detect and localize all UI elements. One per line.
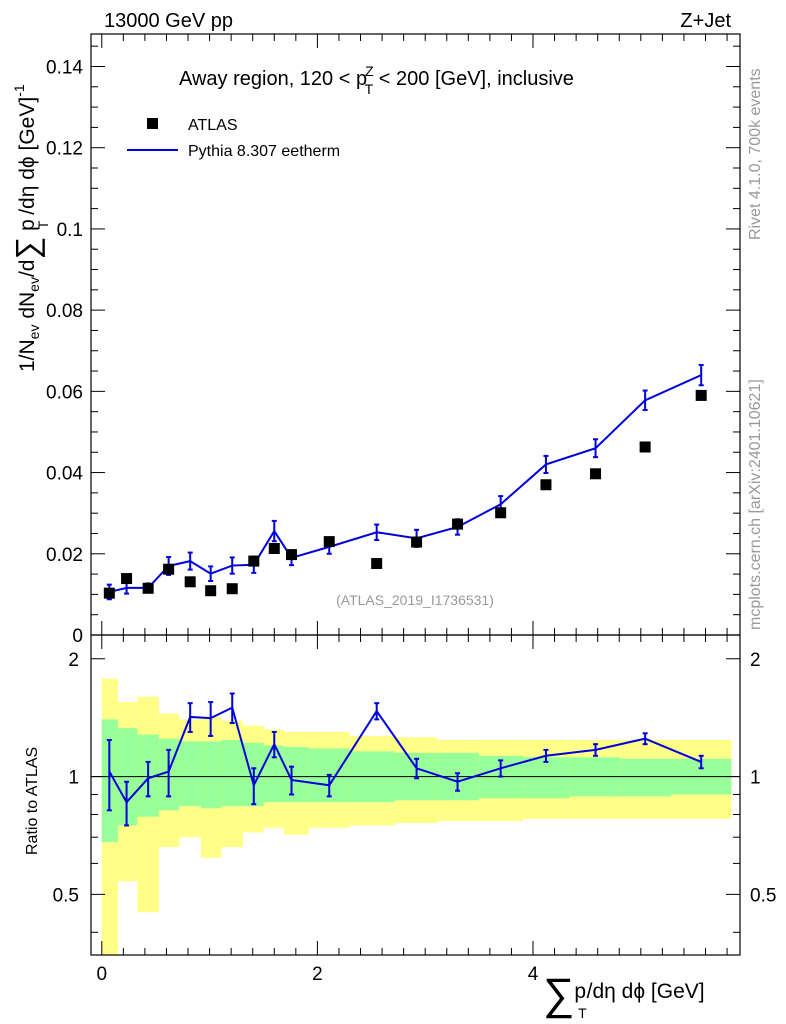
ratio-tick-label-right: 0.5 [750,885,776,906]
tick-labels: 0 2 4 0 0.02 0.04 0.06 0.08 0.1 0.12 0.14 0.5 0.5 1 1 2… [46,57,776,985]
data-point [590,468,602,480]
chart-title: Away region, 120 < pZ T < 200 [GeV], incl… [179,63,574,97]
data-point [540,479,552,491]
x-axis-label: ∑p T/dη dϕ [GeV] [543,970,705,1021]
y-tick-label: 0.14 [46,57,83,78]
data-point [163,563,175,575]
data-point [452,518,464,530]
mcplots-label: mcplots.cern.ch [arXiv:2401.10621] [747,379,764,630]
data-point [695,389,707,401]
data-point [121,573,133,585]
y-tick-label: 0.02 [46,545,83,566]
data-point [639,441,651,453]
y-tick-label: 0.12 [46,139,83,160]
data-point [142,582,154,594]
ratio-y-label: Ratio to ATLAS [24,747,41,855]
data-markers [103,389,707,599]
ratio-frame [90,634,741,956]
ratio-tick-label-left: 2 [68,650,79,671]
data-point [286,549,298,561]
data-point [268,543,280,555]
data-point [411,536,423,548]
band-inner-bin [283,747,309,803]
y-tick-label: 0 [72,626,83,647]
data-point [184,576,196,588]
band-inner-bin [263,745,284,803]
data-point [323,536,335,548]
band-inner-bin [221,740,244,807]
mc-series-line [109,374,702,593]
axis-ticks [91,34,740,955]
ratio-tick-label-right: 1 [750,768,761,789]
y-tick-label: 0.04 [46,464,83,485]
ratio-tick-label-left: 1 [68,768,79,789]
y-tick-label: 0.08 [46,301,83,322]
data-point [226,583,238,595]
y-tick-label: 0.06 [46,382,83,403]
band-inner-bin [200,741,222,809]
ratio-tick-label-right: 2 [750,650,761,671]
data-point [248,555,260,567]
y-tick-label: 0.1 [57,220,83,241]
ratio-series-line [108,706,702,804]
y-axis-label: 1/Nev dNev/d∑ pT /dη dϕ [GeV]-1 [9,84,51,372]
x-tick-label: 0 [96,964,107,985]
legend-mc-label: Pythia 8.307 eetherm [188,143,340,160]
x-tick-label: 2 [312,964,323,985]
band-inner-bin [523,757,570,799]
data-point [103,587,115,599]
data-point [371,558,383,570]
analysis-watermark: (ATLAS_2019_I1736531) [336,592,494,608]
ratio-tick-label-left: 0.5 [53,885,79,906]
legend-atlas-marker [147,118,158,129]
ratio-bands [101,678,732,955]
legend-atlas-label: ATLAS [188,117,238,134]
band-inner-bin [620,758,672,797]
x-tick-label: 4 [528,964,539,985]
data-point [495,507,507,519]
header-left: 13000 GeV pp [104,10,233,32]
header-right: Z+Jet [680,10,731,32]
band-inner-bin [179,741,201,807]
rivet-label: Rivet 4.1.0, 700k events [747,68,764,240]
data-point [205,585,217,597]
